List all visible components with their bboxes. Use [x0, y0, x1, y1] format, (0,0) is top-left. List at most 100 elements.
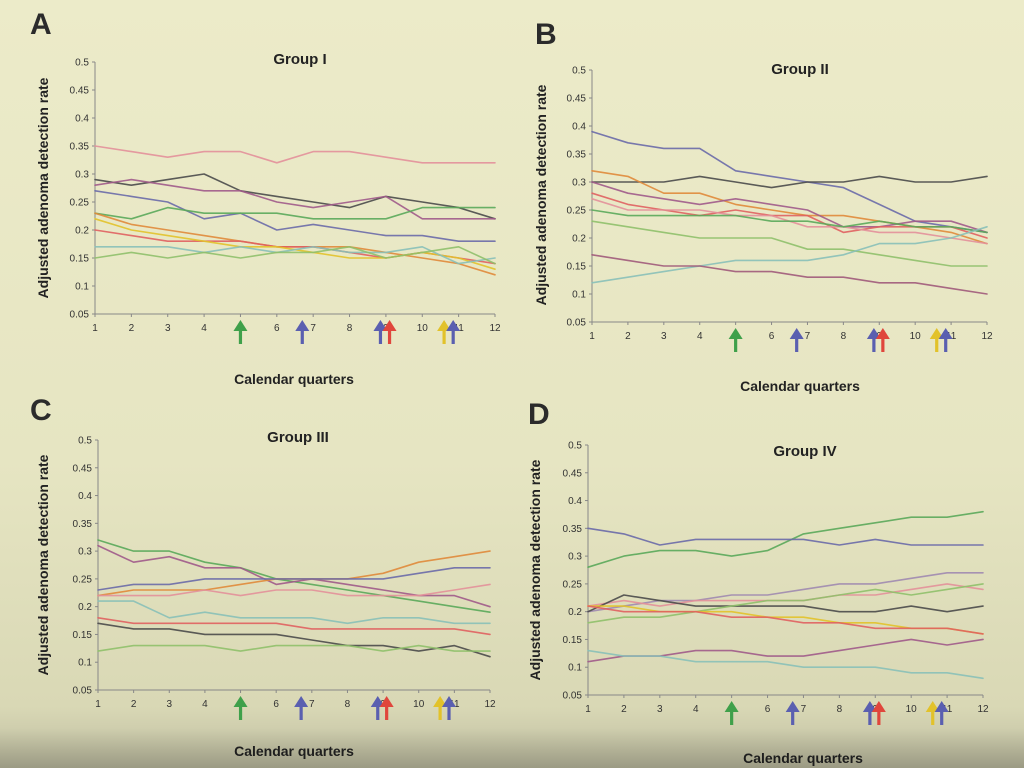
x-tick-label: 8 — [345, 699, 351, 710]
x-tick-label: 8 — [837, 704, 843, 715]
y-tick-label: 0.45 — [567, 94, 587, 105]
x-tick-label: 11 — [942, 704, 953, 715]
event-arrow — [294, 696, 309, 720]
y-tick-label: 0.3 — [75, 170, 89, 181]
panel-title: Group III — [267, 429, 329, 446]
panel-letter: D — [528, 398, 550, 431]
y-tick-label: 0.25 — [563, 579, 583, 590]
arrow-head — [233, 320, 248, 331]
series-line — [94, 190, 496, 242]
y-tick-label: 0.35 — [73, 519, 93, 530]
arrow-head — [379, 696, 394, 707]
series-line — [587, 583, 984, 624]
series-line — [591, 130, 988, 234]
arrow-head — [233, 696, 248, 707]
y-tick-label: 0.1 — [568, 663, 582, 674]
y-tick-label: 0.45 — [73, 463, 93, 474]
panel-b: B Group II 0.05 0.1 0.15 0.2 0.25 0.3 0.35 0.4 0.4… — [533, 18, 993, 394]
x-tick-label: 1 — [92, 323, 98, 334]
series-line — [97, 544, 491, 608]
event-arrow — [295, 320, 310, 344]
event-arrow — [929, 328, 944, 352]
x-tick-label: 7 — [309, 699, 315, 710]
arrow-head — [875, 328, 890, 339]
series-line — [94, 206, 496, 220]
y-tick-label: 0.5 — [75, 58, 89, 69]
series-line — [591, 170, 988, 245]
event-arrow — [724, 701, 739, 725]
series-line — [97, 644, 491, 652]
arrow-head — [866, 328, 881, 339]
arrow-head — [789, 328, 804, 339]
y-tick-label: 0.3 — [568, 552, 582, 563]
arrow-head — [446, 320, 461, 331]
arrow-head — [370, 696, 385, 707]
y-tick-label: 0.5 — [568, 441, 582, 452]
y-tick-label: 0.35 — [70, 142, 90, 153]
event-arrow — [433, 696, 448, 720]
series-line — [591, 220, 988, 267]
series-line — [591, 226, 988, 284]
x-tick-label: 4 — [202, 699, 208, 710]
y-axis-label: Adjusted adenoma detection rate — [527, 459, 543, 680]
event-arrow — [442, 696, 457, 720]
series-line — [587, 571, 984, 613]
y-tick-label: 0.2 — [568, 607, 582, 618]
series-line — [97, 539, 491, 614]
y-tick-label: 0.1 — [78, 658, 92, 669]
series-line — [97, 616, 491, 636]
x-tick-label: 7 — [805, 331, 811, 342]
arrow-head — [728, 328, 743, 339]
y-tick-label: 0.5 — [78, 436, 92, 447]
series-line — [94, 212, 496, 276]
panel-letter: B — [535, 18, 557, 51]
event-arrow — [938, 328, 953, 352]
x-tick-label: 4 — [201, 323, 207, 334]
series-line — [591, 254, 988, 295]
series-line — [591, 209, 988, 234]
series-line — [587, 594, 984, 613]
arrow-head — [862, 701, 877, 712]
x-tick-label: 12 — [489, 323, 501, 334]
series-line — [587, 510, 984, 569]
panel-c: C Group III 0.05 0.1 0.15 0.2 0.25 0.3 0.35 0.4 0.… — [30, 394, 496, 759]
series-line — [591, 175, 988, 189]
series-line — [97, 600, 491, 625]
y-tick-label: 0.25 — [70, 198, 90, 209]
x-axis-label: Calendar quarters — [743, 750, 863, 766]
panel-title: Group II — [771, 61, 829, 78]
x-tick-label: 2 — [131, 699, 137, 710]
y-tick-label: 0.05 — [567, 318, 587, 329]
y-tick-label: 0.15 — [567, 262, 587, 273]
y-tick-label: 0.4 — [572, 122, 586, 133]
event-arrow — [446, 320, 461, 344]
x-tick-label: 4 — [693, 704, 699, 715]
event-arrow — [871, 701, 886, 725]
y-tick-label: 0.15 — [73, 630, 93, 641]
x-tick-label: 2 — [625, 331, 631, 342]
panel-d: D Group IV 0.05 0.1 0.15 0.2 0.25 0.3 0.35 0.4 0.4… — [527, 398, 989, 766]
y-tick-label: 0.1 — [75, 282, 89, 293]
y-tick-label: 0.2 — [572, 234, 586, 245]
event-arrow — [785, 701, 800, 725]
arrow-head — [724, 701, 739, 712]
x-tick-label: 10 — [910, 331, 922, 342]
event-arrow — [382, 320, 397, 344]
event-arrow — [373, 320, 388, 344]
series-line — [94, 246, 496, 265]
panel-letter: A — [30, 8, 52, 41]
series-line — [94, 246, 496, 265]
x-tick-label: 10 — [413, 699, 425, 710]
y-tick-label: 0.2 — [78, 602, 92, 613]
y-tick-label: 0.4 — [78, 491, 92, 502]
event-arrow — [875, 328, 890, 352]
arrow-head — [295, 320, 310, 331]
event-arrow — [728, 328, 743, 352]
x-tick-label: 8 — [347, 323, 353, 334]
series-line — [97, 583, 491, 597]
event-arrow — [233, 320, 248, 344]
y-axis-label: Adjusted adenoma detection rate — [35, 77, 51, 298]
series-line — [587, 605, 984, 635]
panel-a: A Group I 0.05 0.1 0.15 0.2 0.25 0.3 0.35 0.4 0.45… — [30, 8, 501, 387]
